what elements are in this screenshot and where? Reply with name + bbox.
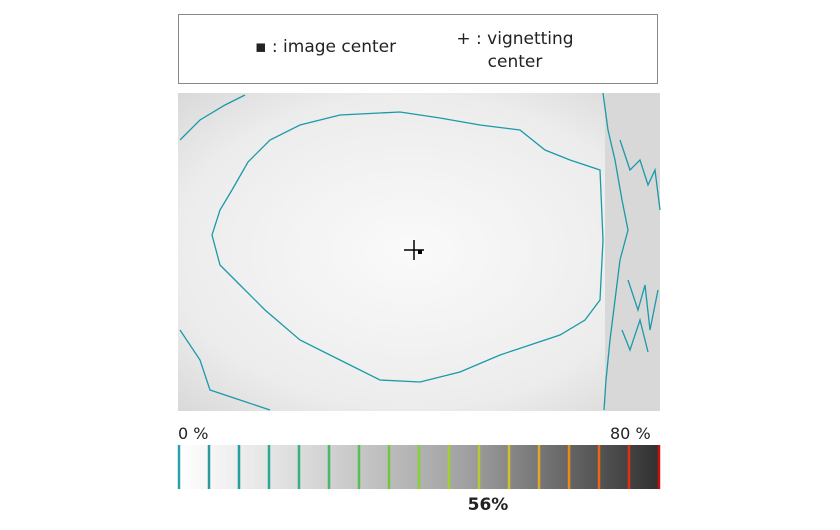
contours bbox=[179, 92, 661, 411]
image-edge bbox=[605, 93, 660, 411]
image-center-marker bbox=[418, 250, 422, 254]
contour bbox=[179, 94, 246, 141]
scale-stripes bbox=[177, 445, 661, 489]
scale-min-label: 0 % bbox=[178, 424, 209, 443]
legend-image-center: ▪ : image center bbox=[255, 37, 397, 57]
contour bbox=[211, 111, 604, 383]
contour bbox=[602, 92, 629, 411]
legend-box: ▪ : image center + : vignetting center bbox=[178, 14, 658, 84]
legend-vignetting-center: + : vignetting center bbox=[456, 29, 574, 72]
contour bbox=[619, 139, 661, 353]
scale-value-label: 56% bbox=[467, 495, 509, 515]
contour bbox=[179, 329, 271, 411]
scale-max-label: 80 % bbox=[610, 424, 651, 443]
